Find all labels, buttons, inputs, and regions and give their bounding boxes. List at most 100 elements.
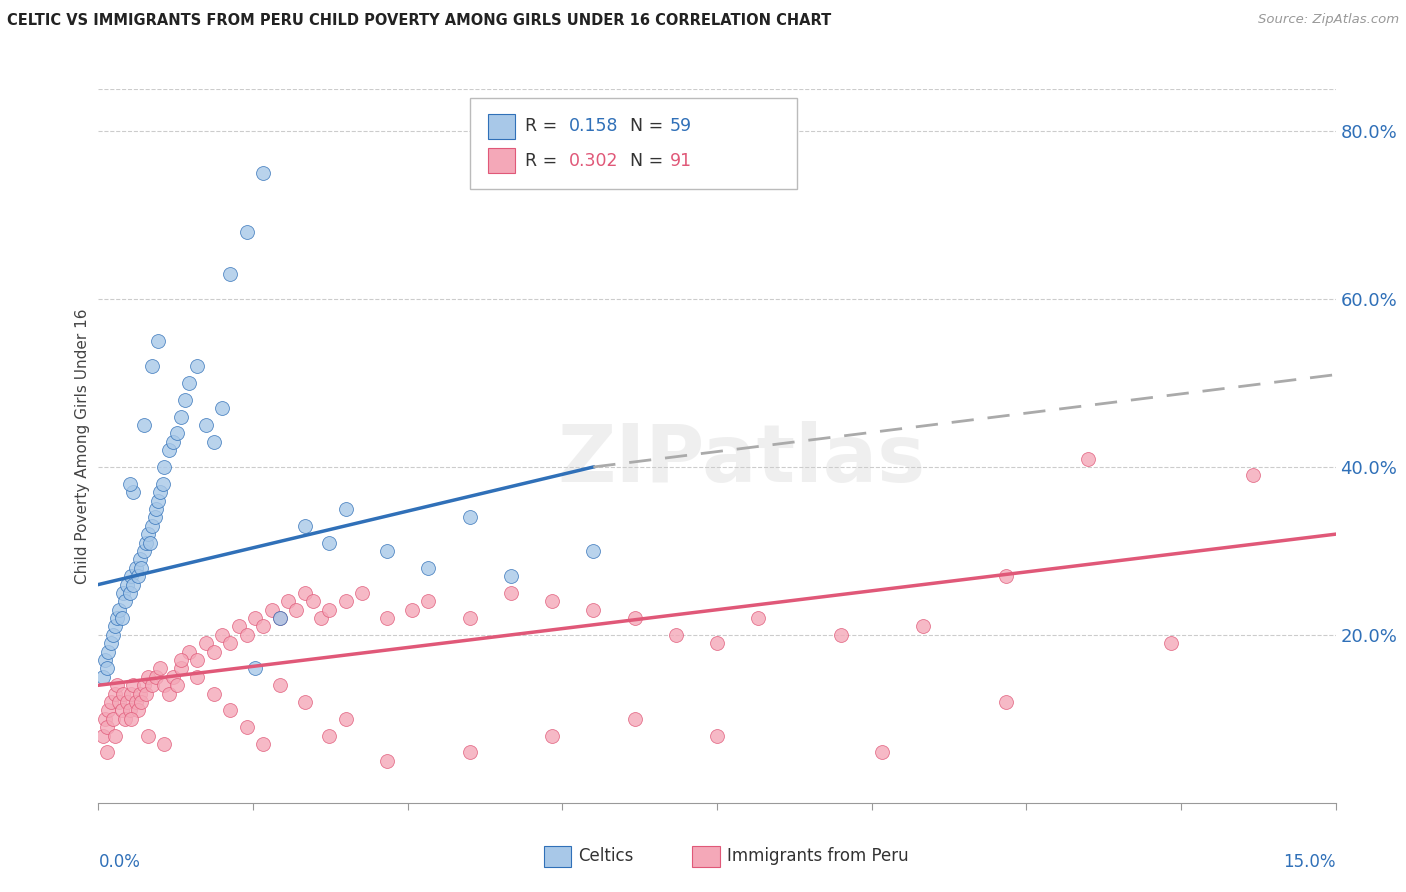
Text: 0.302: 0.302	[568, 152, 619, 169]
Point	[120, 712, 142, 726]
Point	[665, 628, 688, 642]
Point	[104, 687, 127, 701]
Point	[202, 687, 225, 701]
Text: N =: N =	[630, 118, 664, 136]
Point	[136, 729, 159, 743]
Point	[132, 417, 155, 432]
Point	[269, 678, 291, 692]
Point	[186, 359, 208, 374]
Point	[96, 661, 118, 675]
Point	[145, 502, 167, 516]
Point	[132, 678, 155, 692]
Text: Immigrants from Peru: Immigrants from Peru	[727, 847, 908, 864]
Point	[219, 636, 242, 650]
Point	[112, 586, 135, 600]
Point	[122, 485, 145, 500]
Point	[194, 636, 217, 650]
Point	[228, 619, 250, 633]
Point	[120, 687, 142, 701]
Point	[252, 166, 274, 180]
Point	[149, 485, 172, 500]
Point	[153, 678, 176, 692]
Point	[418, 594, 440, 608]
Text: Celtics: Celtics	[578, 847, 634, 864]
FancyBboxPatch shape	[544, 846, 571, 867]
Text: CELTIC VS IMMIGRANTS FROM PERU CHILD POVERTY AMONG GIRLS UNDER 16 CORRELATION CH: CELTIC VS IMMIGRANTS FROM PERU CHILD POV…	[7, 13, 831, 29]
Point	[120, 569, 142, 583]
Point	[103, 712, 125, 726]
Point	[104, 729, 127, 743]
Point	[318, 729, 340, 743]
Text: R =: R =	[526, 152, 558, 169]
Point	[141, 678, 163, 692]
Point	[375, 544, 398, 558]
Text: ZIPatlas: ZIPatlas	[558, 421, 927, 500]
Point	[294, 518, 316, 533]
Point	[458, 746, 481, 760]
Point	[1077, 451, 1099, 466]
Point	[166, 426, 188, 441]
Y-axis label: Child Poverty Among Girls Under 16: Child Poverty Among Girls Under 16	[75, 309, 90, 583]
Point	[124, 695, 146, 709]
Point	[135, 687, 157, 701]
Point	[157, 443, 180, 458]
Point	[114, 594, 136, 608]
Point	[294, 586, 316, 600]
Point	[309, 611, 332, 625]
Point	[302, 594, 325, 608]
Point	[285, 603, 308, 617]
Point	[170, 661, 193, 675]
Text: 15.0%: 15.0%	[1284, 853, 1336, 871]
Point	[110, 703, 132, 717]
Point	[94, 712, 117, 726]
Point	[96, 746, 118, 760]
Point	[541, 729, 564, 743]
Point	[117, 695, 139, 709]
Point	[994, 695, 1017, 709]
Point	[91, 670, 114, 684]
Point	[131, 560, 153, 574]
Point	[243, 661, 266, 675]
Point	[269, 611, 291, 625]
Point	[146, 334, 169, 348]
Point	[153, 460, 176, 475]
Point	[623, 712, 645, 726]
Point	[1241, 468, 1264, 483]
Point	[623, 611, 645, 625]
Point	[186, 670, 208, 684]
Point	[118, 703, 141, 717]
Text: 91: 91	[671, 152, 692, 169]
Point	[260, 603, 283, 617]
Point	[401, 603, 423, 617]
Point	[202, 645, 225, 659]
Point	[117, 577, 139, 591]
Point	[179, 645, 201, 659]
Point	[269, 611, 291, 625]
FancyBboxPatch shape	[488, 148, 516, 173]
Point	[186, 653, 208, 667]
Text: R =: R =	[526, 118, 558, 136]
Point	[499, 569, 522, 583]
Point	[131, 695, 153, 709]
Point	[582, 603, 605, 617]
Point	[105, 678, 128, 692]
Point	[236, 225, 259, 239]
Point	[149, 661, 172, 675]
Point	[211, 401, 233, 416]
Point	[152, 476, 174, 491]
Point	[118, 586, 141, 600]
Point	[170, 653, 193, 667]
Point	[114, 712, 136, 726]
Point	[166, 678, 188, 692]
Point	[128, 687, 150, 701]
Text: Source: ZipAtlas.com: Source: ZipAtlas.com	[1258, 13, 1399, 27]
Point	[162, 434, 184, 449]
Point	[103, 628, 125, 642]
Point	[236, 628, 259, 642]
Point	[112, 687, 135, 701]
Point	[830, 628, 852, 642]
Point	[138, 535, 160, 549]
Text: 59: 59	[671, 118, 692, 136]
Point	[352, 586, 374, 600]
Point	[124, 560, 146, 574]
